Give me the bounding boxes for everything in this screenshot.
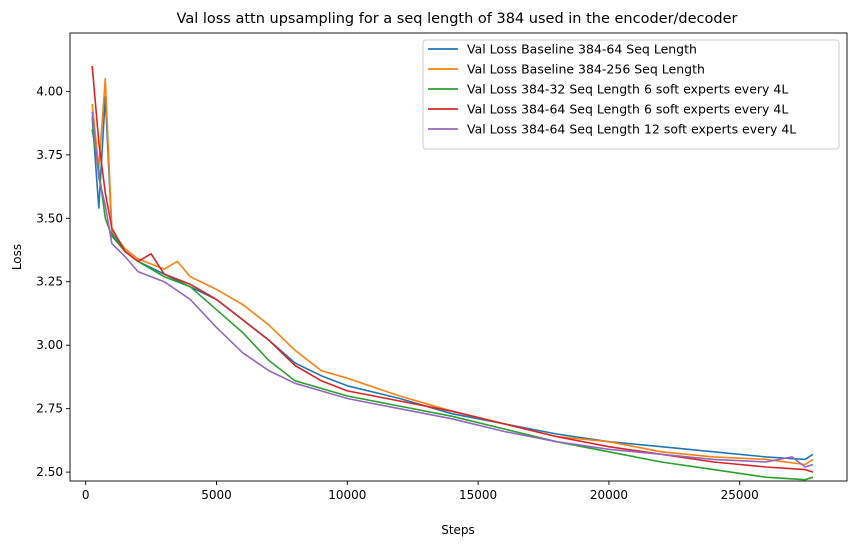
x-tick-label: 0 [82,488,90,502]
legend-label-3: Val Loss 384-32 Seq Length 6 soft expert… [467,82,788,97]
series-line-2 [91,77,814,466]
x-tick-label: 25000 [721,488,759,502]
series-line-5 [91,111,814,468]
legend-label-2: Val Loss Baseline 384-256 Seq Length [467,62,705,77]
y-tick-label: 2.50 [36,465,63,479]
y-tick-label: 3.00 [36,338,63,352]
x-tick-label: 5000 [201,488,232,502]
legend-label-4: Val Loss 384-64 Seq Length 6 soft expert… [467,102,788,117]
series-lines [91,65,814,481]
legend-label-5: Val Loss 384-64 Seq Length 12 soft exper… [467,122,796,137]
y-axis-label: Loss [10,244,24,270]
x-axis-label: Steps [441,523,475,537]
y-tick-label: 3.25 [36,275,63,289]
legend: Val Loss Baseline 384-64 Seq Length Val L… [422,39,840,150]
x-tick-label: 20000 [590,488,628,502]
x-tick-label: 10000 [328,488,366,502]
x-tick-label: 15000 [459,488,497,502]
y-tick-label: 3.75 [36,148,63,162]
x-axis: 0 5000 10000 15000 20000 25000 [82,481,759,502]
plot-area-frame [69,32,848,482]
chart-title: Val loss attn upsampling for a seq lengt… [177,11,738,27]
y-tick-label: 2.75 [36,402,63,416]
y-axis: 2.50 2.75 3.00 3.25 3.50 3.75 4.00 [36,84,70,479]
y-tick-label: 3.50 [36,211,63,225]
y-tick-label: 4.00 [36,84,63,98]
legend-label-1: Val Loss Baseline 384-64 Seq Length [467,42,697,57]
legend-box [422,39,840,150]
